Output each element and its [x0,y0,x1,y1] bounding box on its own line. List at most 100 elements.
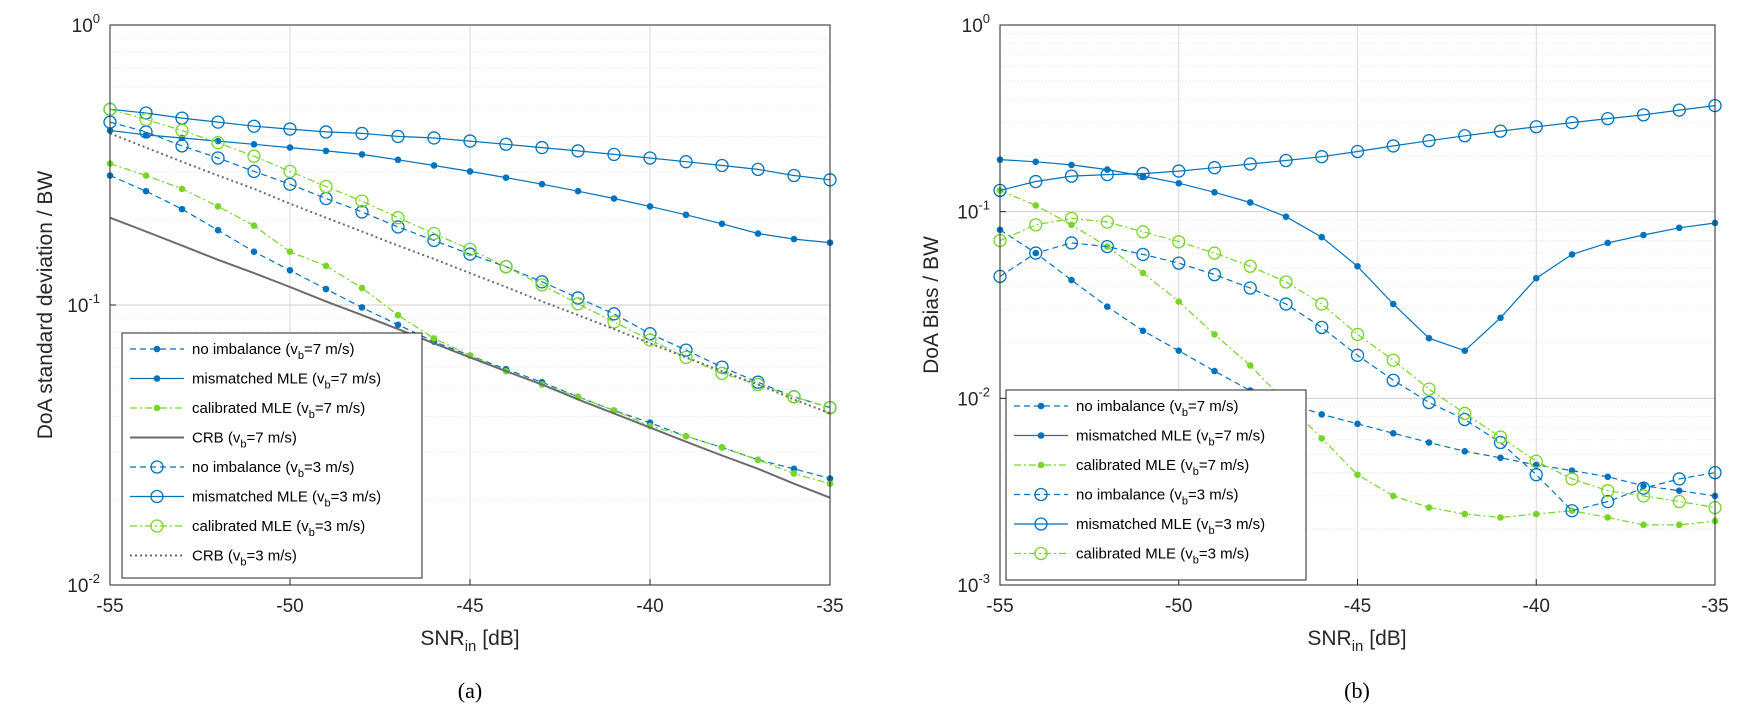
data-point [1565,504,1579,518]
y-tick-label: 10-1 [67,291,100,317]
data-point [1672,494,1686,509]
data-point [1354,471,1361,478]
data-point [355,126,369,141]
data-point [1425,504,1433,511]
data-point [679,350,693,365]
data-point [1675,487,1683,495]
data-point [538,180,546,188]
data-point [754,230,762,237]
data-point [1064,169,1079,183]
data-point [1604,514,1612,521]
data-point [1103,303,1111,310]
panel-b: -55 -50 -45 -40 -35 10-3 10-2 10-1 100 SNRin [dB… [920,11,1729,703]
data-point [1211,188,1218,196]
data-point [142,187,150,195]
data-point [1172,235,1186,249]
legend-item: calibrated MLE (vb=7 m/s) [1014,457,1249,478]
legend-marker [153,404,161,412]
data-point [607,147,621,162]
legend-label: calibrated MLE (vb=7 m/s) [192,400,365,421]
data-point [1568,467,1576,474]
ticks-a: -55 -50 -45 -40 -35 10-2 10-1 100 [67,11,843,617]
legend-box [1005,389,1307,581]
data-point [1493,430,1508,444]
legend-label: no imbalance (vb=7 m/s) [1076,398,1238,419]
legend-item: mismatched MLE (vb=3 m/s) [130,489,381,510]
data-point [682,432,690,440]
data-point [247,164,261,179]
data-point [1136,166,1150,181]
data-point [178,185,186,193]
data-point [1136,247,1150,262]
legend-label: mismatched MLE (vb=3 m/s) [1076,516,1265,537]
data-point [1461,510,1469,518]
ticks-b: -55 -50 -45 -40 -35 10-3 10-2 10-1 100 [957,11,1728,617]
data-point [679,343,693,357]
x-tick-label: -55 [96,596,123,617]
data-point [1207,267,1222,282]
data-point [283,122,297,136]
data-point [1032,202,1040,209]
data-point [1601,484,1615,498]
legend-item: no imbalance (vb=7 m/s) [1014,398,1238,419]
data-point [1350,348,1365,362]
legend-label: mismatched MLE (vb=7 m/s) [1076,428,1265,449]
data-point [1029,218,1043,232]
data-point [1640,521,1647,529]
data-point [286,144,294,151]
data-point [574,187,582,195]
legend-marker [1034,546,1048,561]
legend-label: no imbalance (vb=7 m/s) [192,341,354,362]
data-point [1100,239,1114,254]
data-point [283,164,297,179]
data-point [1243,259,1257,273]
data-point [1175,179,1183,187]
data-point [1029,174,1043,189]
series-group-a [103,102,837,499]
data-point [643,151,657,165]
data-point [1350,327,1365,342]
legend-label: mismatched MLE (vb=7 m/s) [192,371,381,392]
data-point [1461,347,1469,354]
x-tick-label: -45 [456,596,483,617]
data-point [1493,435,1508,450]
data-point [787,168,801,183]
legend-item: CRB (vb=3 m/s) [130,548,297,569]
data-point [1672,472,1686,486]
series-line [999,105,1716,191]
data-point [1529,454,1543,468]
data-point [1636,481,1651,495]
legend-box [121,332,423,579]
series-line [109,108,831,409]
data-point [1175,298,1183,305]
legend-marker [150,519,164,533]
data-point [1136,225,1150,239]
data-point [1350,144,1365,159]
y-tick-label: 10-1 [957,198,990,224]
data-point [1386,373,1400,387]
data-point [175,123,189,138]
y-tick-label: 100 [72,11,100,37]
data-point [1354,262,1361,270]
data-point [571,144,585,158]
caption-a: (a) [458,678,482,703]
legend-item: calibrated MLE (vb=3 m/s) [1014,546,1249,567]
data-point [1318,435,1326,442]
legend-marker [153,375,161,382]
legend-item: mismatched MLE (vb=7 m/s) [1014,428,1265,449]
series-line [999,217,1716,509]
data-point [1529,120,1543,134]
legend-marker [1037,402,1045,410]
data-point [1425,439,1433,446]
data-point [1497,454,1504,462]
data-point [1636,108,1651,122]
data-point [1458,129,1472,143]
x-tick-label: -40 [1523,596,1550,617]
legend-a: no imbalance (vb=7 m/s) mismatched MLE (v… [121,332,423,579]
data-point [178,205,186,213]
y-axis-label-a: DoA standard deviation / BW [34,171,57,440]
data-point [1532,274,1540,282]
series-6 [993,211,1722,515]
data-point [355,194,369,208]
data-point [1565,472,1579,486]
